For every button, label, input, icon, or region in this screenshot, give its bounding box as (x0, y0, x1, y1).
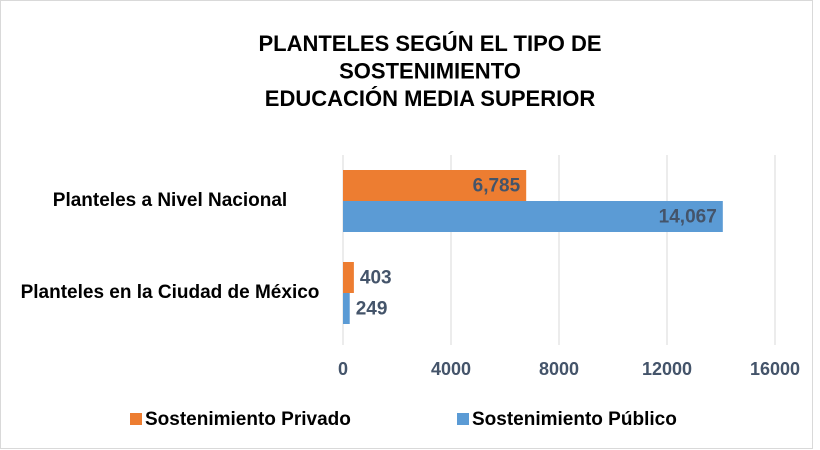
x-tick-label: 4000 (431, 359, 471, 379)
bar (343, 293, 350, 324)
y-tick-label: Planteles a Nivel Nacional (52, 190, 288, 211)
bar (343, 201, 723, 232)
data-label: 6,785 (473, 176, 521, 197)
bar (343, 170, 527, 201)
bar (343, 262, 354, 293)
data-label: 403 (360, 268, 392, 289)
chart-title: PLANTELES SEGÚN EL TIPO DE (258, 31, 601, 56)
data-label: 249 (356, 299, 388, 320)
x-tick-label: 8000 (539, 359, 579, 379)
x-tick-label: 0 (338, 359, 348, 379)
legend-label: Sostenimiento Público (472, 409, 677, 430)
x-tick-label: 12000 (642, 359, 692, 379)
x-tick-label: 16000 (750, 359, 800, 379)
y-tick-label: Planteles en la Ciudad de México (20, 282, 320, 303)
legend-swatch (130, 413, 142, 425)
legend-label: Sostenimiento Privado (145, 409, 351, 430)
data-label: 14,067 (659, 207, 717, 228)
chart-title: SOSTENIMIENTO (339, 58, 521, 83)
legend-swatch (457, 413, 469, 425)
chart-title: EDUCACIÓN MEDIA SUPERIOR (265, 86, 596, 111)
